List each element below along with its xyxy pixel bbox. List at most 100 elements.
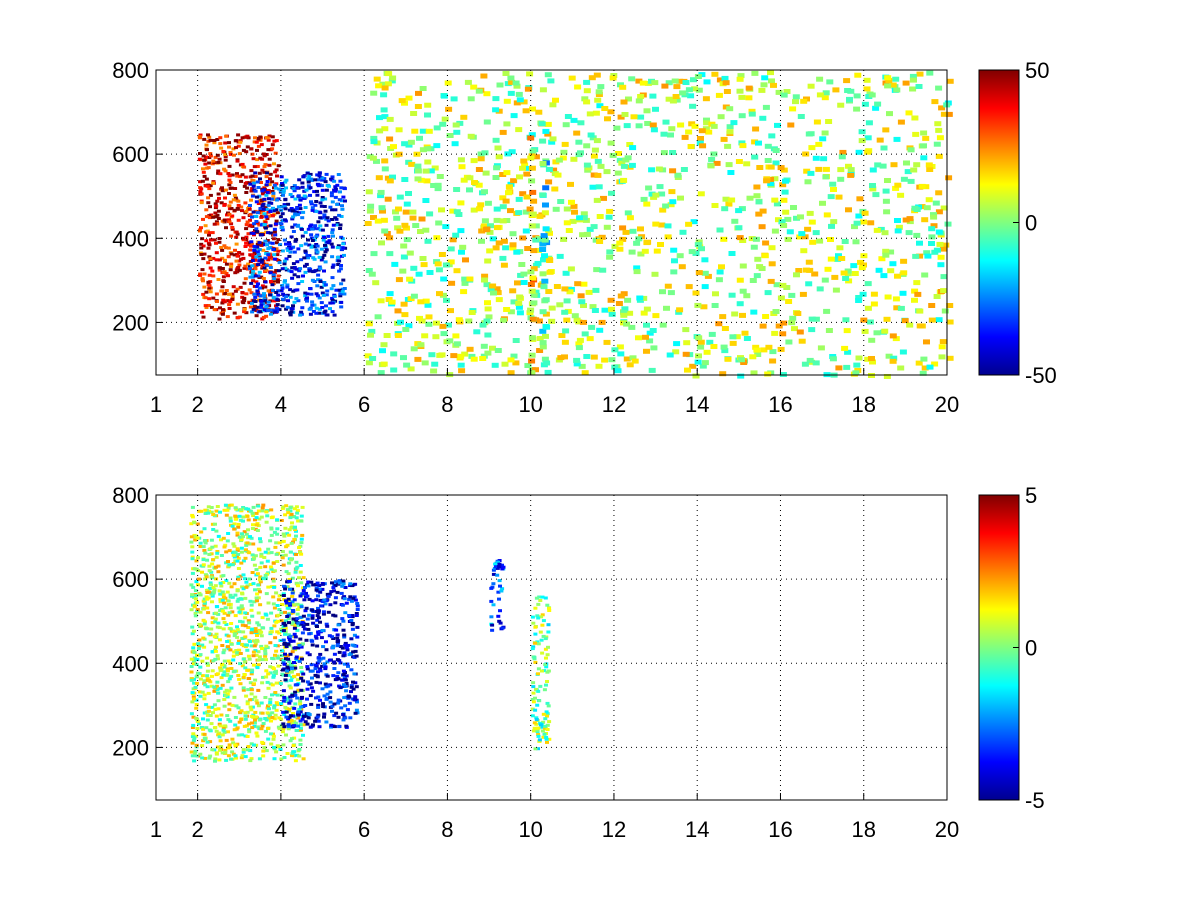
heatmap-cell: [264, 675, 269, 679]
heatmap-cell: [226, 255, 231, 259]
heatmap-cell: [295, 213, 300, 217]
heatmap-cell: [583, 88, 591, 94]
heatmap-cell: [287, 638, 292, 642]
heatmap-cell: [202, 693, 207, 697]
heatmap-cell: [946, 303, 954, 308]
heatmap-cell: [206, 166, 211, 170]
heatmap-cell: [344, 674, 349, 678]
heatmap-cell: [340, 603, 345, 607]
heatmap-cell: [216, 534, 221, 538]
heatmap-cell: [271, 579, 276, 583]
heatmap-cell: [364, 221, 372, 226]
heatmap-cell: [226, 603, 231, 607]
heatmap-cell: [400, 243, 408, 249]
heatmap-cell: [904, 169, 912, 175]
heatmap-cell: [430, 183, 438, 188]
heatmap-cell: [342, 683, 346, 687]
heatmap-cell: [214, 509, 219, 513]
heatmap-cell: [673, 84, 681, 90]
heatmap-cell: [229, 642, 234, 646]
heatmap-cell: [920, 143, 927, 149]
heatmap-cell: [256, 658, 261, 662]
heatmap-cell: [306, 716, 311, 720]
heatmap-cell: [669, 98, 677, 104]
heatmap-cell: [491, 603, 496, 607]
heatmap-cell: [304, 296, 309, 300]
heatmap-cell: [893, 305, 901, 311]
heatmap-cell: [501, 565, 506, 569]
heatmap-cell: [608, 306, 615, 312]
heatmap-cell: [305, 651, 310, 655]
heatmap-cell: [395, 277, 403, 283]
heatmap-cell: [596, 327, 604, 333]
heatmap-cell: [208, 754, 213, 758]
heatmap-cell: [275, 630, 280, 634]
heatmap-cell: [542, 669, 547, 673]
heatmap-cell: [195, 609, 200, 613]
heatmap-cell: [197, 645, 202, 649]
heatmap-cell: [238, 140, 243, 144]
heatmap-cell: [232, 527, 237, 531]
heatmap-cell: [195, 727, 200, 730]
heatmap-cell: [692, 373, 700, 379]
heatmap-cell: [260, 711, 265, 715]
heatmap-cell: [336, 244, 341, 248]
heatmap-cell: [190, 691, 195, 695]
heatmap-cell: [272, 569, 277, 573]
heatmap-cell: [489, 615, 494, 619]
heatmap-cell: [940, 274, 948, 280]
heatmap-cell: [255, 666, 260, 670]
heatmap-cell: [255, 221, 260, 225]
heatmap-cell: [483, 318, 491, 324]
heatmap-cell: [301, 733, 305, 737]
heatmap-cell: [217, 268, 222, 272]
heatmap-cell: [295, 716, 300, 720]
heatmap-cell: [390, 144, 397, 150]
heatmap-cell: [250, 614, 255, 618]
heatmap-cell: [268, 172, 273, 176]
heatmap-cell: [265, 559, 270, 563]
heatmap-cell: [287, 701, 292, 705]
heatmap-cell: [217, 237, 222, 240]
heatmap-cell: [380, 217, 388, 223]
heatmap-cell: [247, 728, 252, 732]
heatmap-cell: [642, 334, 649, 340]
heatmap-cell: [249, 198, 253, 202]
heatmap-cell: [539, 638, 544, 642]
heatmap-cell: [528, 132, 536, 138]
heatmap-cell: [673, 97, 681, 103]
heatmap-cell: [252, 181, 257, 185]
heatmap-cell: [285, 752, 290, 755]
heatmap-cell: [884, 178, 891, 183]
heatmap-cell: [417, 342, 425, 348]
heatmap-cell: [292, 632, 297, 636]
heatmap-cell: [267, 707, 271, 711]
heatmap-cell: [223, 503, 228, 507]
heatmap-cell: [561, 309, 569, 315]
heatmap-cell: [575, 319, 583, 325]
heatmap-cell: [378, 240, 385, 246]
heatmap-cell: [243, 755, 248, 759]
heatmap-cell: [542, 297, 550, 303]
heatmap-cell: [224, 513, 229, 517]
heatmap-cell: [823, 212, 831, 218]
heatmap-cell: [286, 511, 291, 515]
heatmap-cell: [251, 663, 256, 667]
heatmap-cell: [306, 580, 311, 584]
heatmap-cell: [221, 727, 226, 731]
heatmap-cell: [239, 718, 244, 721]
heatmap-cell: [204, 726, 209, 730]
heatmap-cell: [452, 232, 460, 238]
heatmap-cell: [708, 331, 716, 337]
heatmap-cell: [218, 142, 223, 146]
heatmap-cell: [628, 162, 636, 168]
heatmap-cell: [424, 146, 432, 152]
heatmap-cell: [219, 201, 224, 205]
heatmap-cell: [249, 757, 254, 761]
heatmap-cell: [211, 181, 216, 185]
heatmap-cell: [716, 77, 724, 83]
heatmap-cell: [278, 215, 283, 219]
heatmap-cell: [246, 745, 251, 748]
heatmap-cell: [221, 581, 226, 584]
heatmap-cell: [432, 334, 440, 340]
